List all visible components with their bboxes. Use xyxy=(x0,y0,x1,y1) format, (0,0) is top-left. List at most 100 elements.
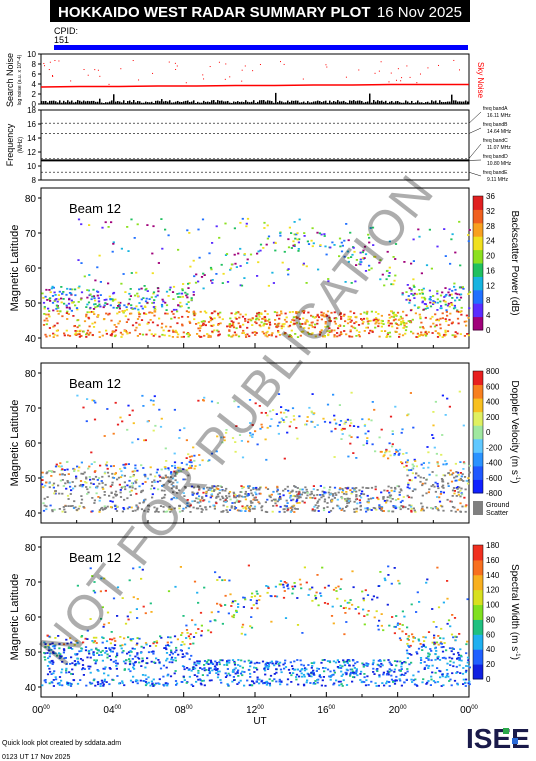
heatmap-cell xyxy=(219,498,222,501)
heatmap-cell xyxy=(296,597,299,599)
heatmap-cell xyxy=(249,422,252,424)
heatmap-cell xyxy=(187,311,190,313)
heatmap-cell xyxy=(62,651,65,654)
heatmap-cell xyxy=(85,313,88,316)
heatmap-cell xyxy=(295,490,298,493)
heatmap-cell xyxy=(210,312,213,315)
heatmap-cell xyxy=(377,585,380,587)
heatmap-cell xyxy=(186,502,189,505)
heatmap-cell xyxy=(311,586,314,589)
heatmap-cell xyxy=(349,231,352,234)
x-tick-minutes: 00 xyxy=(400,705,407,711)
heatmap-cell xyxy=(134,464,137,467)
heatmap-cell xyxy=(67,498,70,500)
heatmap-cell xyxy=(394,507,397,510)
heatmap-cell xyxy=(362,317,366,320)
heatmap-cell xyxy=(295,500,298,503)
heatmap-cell xyxy=(360,492,363,495)
ground-scatter-label: Scatter xyxy=(486,510,509,517)
heatmap-cell xyxy=(455,672,458,674)
colorbar-swatch xyxy=(473,196,483,210)
heatmap-cell xyxy=(167,508,170,511)
heatmap-cell xyxy=(453,304,456,307)
heatmap-cell xyxy=(66,468,69,471)
heatmap-cell xyxy=(464,505,467,508)
heatmap-cell xyxy=(165,644,168,647)
heatmap-cell xyxy=(419,476,422,479)
heatmap-cell xyxy=(407,320,410,322)
heatmap-cell xyxy=(296,668,299,671)
heatmap-cell xyxy=(299,322,302,325)
heatmap-cell xyxy=(256,592,259,595)
heatmap-cell xyxy=(405,452,408,454)
heatmap-cell xyxy=(296,437,299,440)
band-name: freq bandA xyxy=(483,106,508,112)
heatmap-cell xyxy=(249,665,252,668)
heatmap-cell xyxy=(460,475,463,478)
heatmap-cell xyxy=(418,289,421,291)
heatmap-cell xyxy=(119,468,122,470)
colorbar-swatch xyxy=(473,263,483,277)
heatmap-cell xyxy=(127,318,130,321)
heatmap-cell xyxy=(182,335,185,338)
heatmap-cell xyxy=(421,508,424,510)
noise-bar xyxy=(285,102,287,104)
heatmap-cell xyxy=(412,637,415,639)
heatmap-cell xyxy=(144,674,147,677)
heatmap-cell xyxy=(270,493,273,496)
heatmap-cell xyxy=(221,579,224,582)
heatmap-cell xyxy=(415,651,418,653)
heatmap-cell xyxy=(401,428,404,431)
heatmap-cell xyxy=(191,500,194,503)
heatmap-cell xyxy=(410,678,413,681)
heatmap-cell xyxy=(121,644,124,647)
x-tick-label: 0400 xyxy=(103,705,121,716)
heatmap-cell xyxy=(343,427,346,430)
heatmap-cell xyxy=(105,461,109,464)
heatmap-cell xyxy=(301,323,304,325)
heatmap-cell xyxy=(372,667,375,670)
heatmap-cell xyxy=(362,493,366,496)
heatmap-cell xyxy=(250,661,253,664)
heatmap-cell xyxy=(103,505,106,508)
heatmap-cell xyxy=(65,638,68,641)
heatmap-cell xyxy=(155,657,158,660)
heatmap-cell xyxy=(341,665,344,668)
heatmap-cell xyxy=(138,657,141,660)
heatmap-cell xyxy=(283,508,286,510)
heatmap-cell xyxy=(310,666,313,669)
heatmap-cell xyxy=(454,292,457,295)
heatmap-cell xyxy=(116,478,119,481)
heatmap-cell xyxy=(431,471,434,473)
heatmap-cell xyxy=(186,667,189,669)
noise-bar xyxy=(307,101,309,104)
heatmap-cell xyxy=(430,650,433,652)
noise-bar xyxy=(311,102,313,104)
heatmap-cell xyxy=(375,321,378,324)
heatmap-cell xyxy=(86,629,89,632)
heatmap-cell xyxy=(185,294,188,297)
heatmap-cell xyxy=(41,684,44,687)
heatmap-cell xyxy=(345,500,348,502)
heatmap-cell xyxy=(379,665,382,668)
heatmap-cell xyxy=(405,649,409,652)
heatmap-cell xyxy=(357,334,360,336)
heatmap-cell xyxy=(345,673,348,676)
heatmap-cell xyxy=(459,510,462,513)
heatmap-cell xyxy=(395,331,398,333)
heatmap-cell xyxy=(425,581,428,584)
heatmap-cell xyxy=(421,292,424,295)
heatmap-cell xyxy=(339,605,342,607)
heatmap-cell xyxy=(176,491,179,494)
heatmap-cell xyxy=(400,431,403,434)
heatmap-cell xyxy=(395,675,398,678)
heatmap-cell xyxy=(172,285,176,288)
heatmap-cell xyxy=(197,327,200,330)
noise-bar xyxy=(407,101,409,104)
heatmap-cell xyxy=(344,498,347,500)
heatmap-cell xyxy=(229,498,232,501)
heatmap-cell xyxy=(250,626,254,629)
heatmap-cell xyxy=(209,662,213,665)
heatmap-cell xyxy=(105,298,108,301)
heatmap-cell xyxy=(97,496,100,498)
